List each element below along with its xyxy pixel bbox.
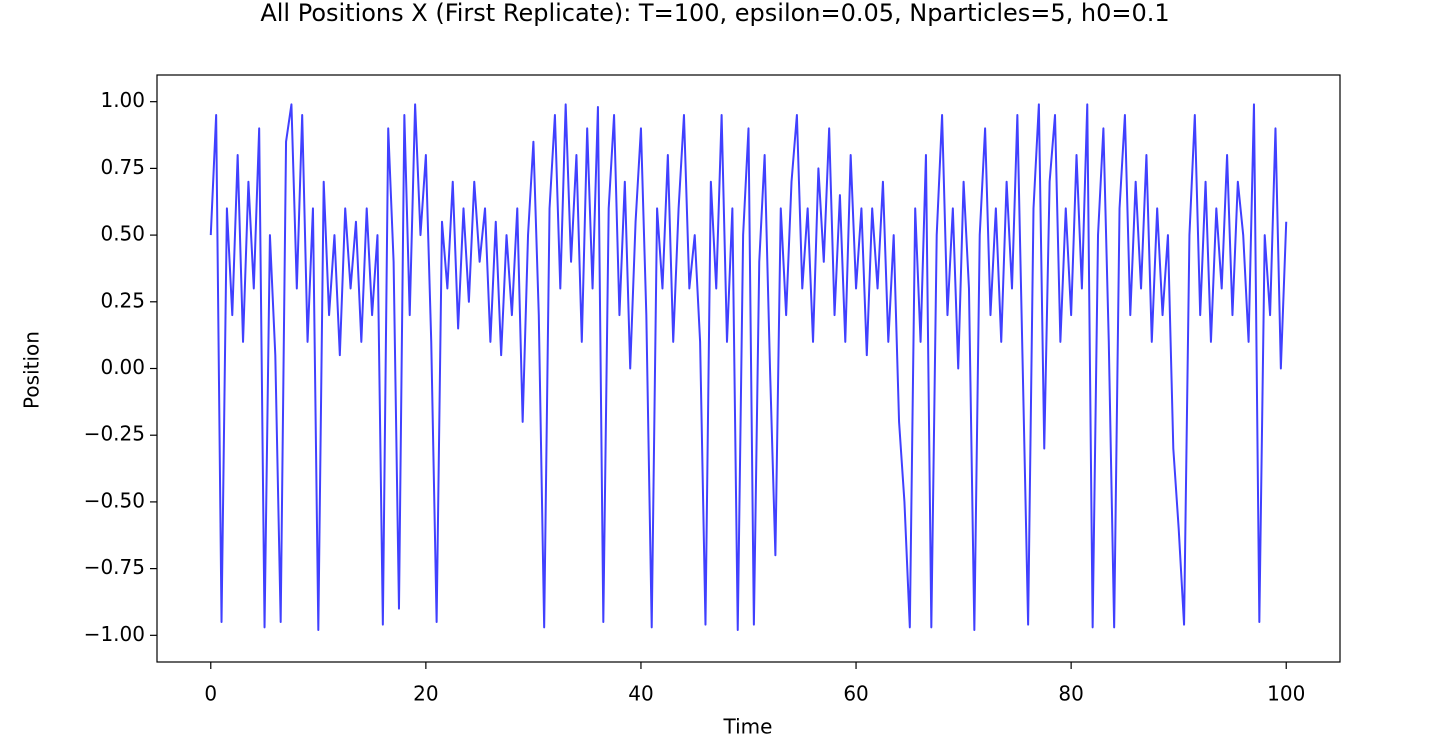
- y-tick-label: 0.25: [100, 288, 145, 312]
- chart-title: All Positions X (First Replicate): T=100…: [260, 0, 1169, 27]
- y-tick-label: −0.75: [84, 555, 145, 579]
- x-tick-label: 100: [1267, 682, 1305, 706]
- y-tick-label: 0.75: [100, 155, 145, 179]
- x-axis-label: Time: [723, 715, 773, 735]
- y-tick-label: 1.00: [100, 88, 145, 112]
- y-tick-label: −1.00: [84, 622, 145, 646]
- x-tick-label: 0: [204, 682, 217, 706]
- y-axis-label: Position: [20, 331, 44, 409]
- y-tick-label: −0.25: [84, 422, 145, 446]
- x-tick-label: 20: [413, 682, 438, 706]
- x-tick-label: 40: [628, 682, 653, 706]
- y-tick-label: −0.50: [84, 488, 145, 512]
- data-line: [209, 103, 1288, 631]
- x-tick-label: 60: [843, 682, 868, 706]
- x-tick-label: 80: [1058, 682, 1083, 706]
- y-tick-label: 0.50: [100, 222, 145, 246]
- y-tick-label: 0.00: [100, 355, 145, 379]
- plot-frame: [156, 74, 1341, 663]
